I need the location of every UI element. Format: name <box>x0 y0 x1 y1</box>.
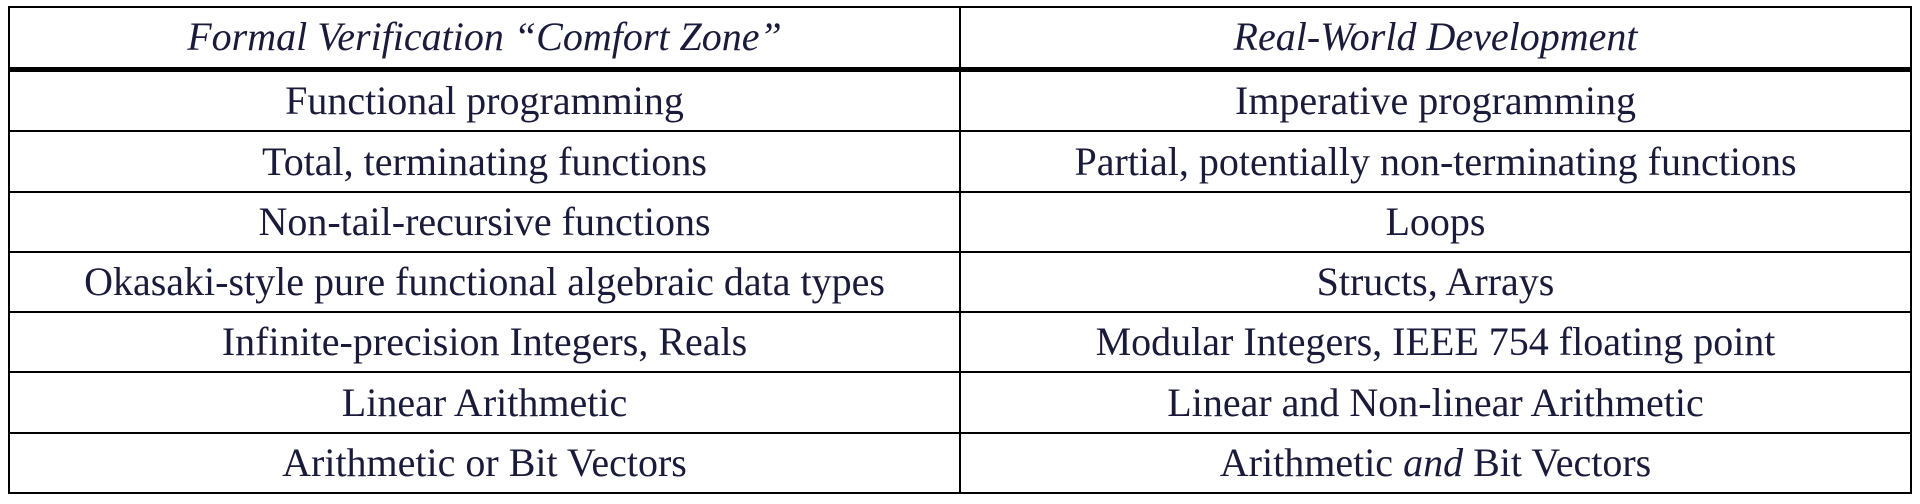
table-row: Non-tail-recursive functions Loops <box>9 192 1911 252</box>
cell-rwd-part-italic: and <box>1403 440 1463 485</box>
table-row: Total, terminating functions Partial, po… <box>9 131 1911 191</box>
table-container: Formal Verification “Comfort Zone” Real-… <box>0 0 1920 504</box>
cell-fv: Arithmetic or Bit Vectors <box>9 433 960 493</box>
header-cell-rwd: Real-World Development <box>960 7 1911 69</box>
cell-fv: Functional programming <box>9 69 960 131</box>
cell-rwd: Linear and Non-linear Arithmetic <box>960 372 1911 432</box>
table-row: Okasaki-style pure functional algebraic … <box>9 252 1911 312</box>
table-row: Arithmetic or Bit Vectors Arithmetic and… <box>9 433 1911 493</box>
table-row: Infinite-precision Integers, Reals Modul… <box>9 312 1911 372</box>
cell-rwd: Partial, potentially non-terminating fun… <box>960 131 1911 191</box>
cell-rwd: Arithmetic and Bit Vectors <box>960 433 1911 493</box>
cell-rwd: Structs, Arrays <box>960 252 1911 312</box>
cell-rwd-part: Arithmetic <box>1220 440 1403 485</box>
cell-rwd: Modular Integers, IEEE 754 floating poin… <box>960 312 1911 372</box>
table-row: Functional programming Imperative progra… <box>9 69 1911 131</box>
comparison-table: Formal Verification “Comfort Zone” Real-… <box>8 6 1912 494</box>
table-header-row: Formal Verification “Comfort Zone” Real-… <box>9 7 1911 69</box>
cell-rwd: Imperative programming <box>960 69 1911 131</box>
cell-fv: Infinite-precision Integers, Reals <box>9 312 960 372</box>
cell-fv: Okasaki-style pure functional algebraic … <box>9 252 960 312</box>
cell-fv: Non-tail-recursive functions <box>9 192 960 252</box>
cell-fv: Linear Arithmetic <box>9 372 960 432</box>
table-row: Linear Arithmetic Linear and Non-linear … <box>9 372 1911 432</box>
cell-rwd: Loops <box>960 192 1911 252</box>
cell-fv: Total, terminating functions <box>9 131 960 191</box>
cell-rwd-part: Bit Vectors <box>1463 440 1651 485</box>
header-cell-fv: Formal Verification “Comfort Zone” <box>9 7 960 69</box>
